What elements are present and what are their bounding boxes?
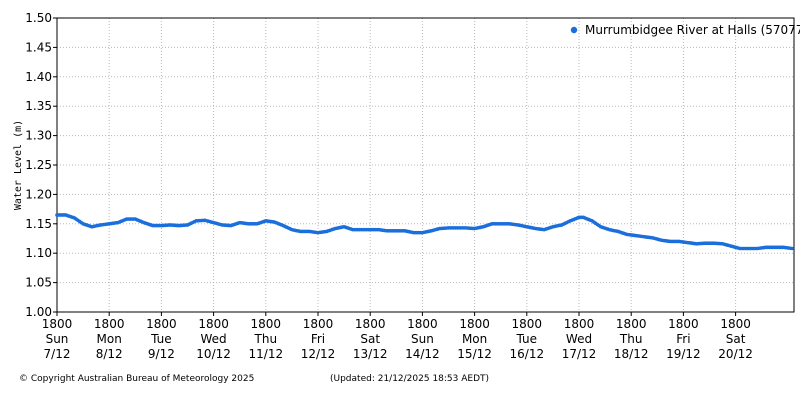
x-axis: 1800Sun7/121800Mon8/121800Tue9/121800Wed… bbox=[42, 312, 753, 361]
x-tick-label: Sat bbox=[360, 332, 380, 346]
y-tick-label: 1.05 bbox=[25, 276, 52, 290]
x-tick-label: Sun bbox=[411, 332, 434, 346]
x-tick-label: Fri bbox=[311, 332, 325, 346]
x-tick-label: 1800 bbox=[251, 317, 282, 331]
x-tick-label: Sat bbox=[726, 332, 746, 346]
y-axis: 1.00 1.05 1.10 1.15 1.20 1.25 1.30 1.35 1.40 1.45… bbox=[25, 11, 57, 319]
x-tick-label: 15/12 bbox=[457, 347, 492, 361]
x-tick-label: 1800 bbox=[720, 317, 751, 331]
legend: Murrumbidgee River at Halls (570777) bbox=[570, 23, 800, 37]
updated-timestamp: (Updated: 21/12/2025 18:53 AEDT) bbox=[330, 374, 490, 384]
x-tick-label: 1800 bbox=[303, 317, 334, 331]
y-tick-label: 1.40 bbox=[25, 70, 52, 84]
x-tick-label: 1800 bbox=[512, 317, 543, 331]
y-tick-label: 1.20 bbox=[25, 187, 52, 201]
x-tick-label: 18/12 bbox=[614, 347, 649, 361]
x-tick-label: 1800 bbox=[459, 317, 490, 331]
x-tick-label: Fri bbox=[676, 332, 690, 346]
grid-lines bbox=[57, 18, 794, 312]
x-tick-label: 1800 bbox=[668, 317, 699, 331]
y-tick-label: 1.10 bbox=[25, 246, 52, 260]
x-tick-label: 19/12 bbox=[666, 347, 701, 361]
y-tick-label: 1.25 bbox=[25, 158, 52, 172]
x-tick-label: 17/12 bbox=[562, 347, 597, 361]
legend-marker bbox=[570, 26, 578, 34]
x-tick-label: Thu bbox=[254, 332, 278, 346]
x-tick-label: Wed bbox=[566, 332, 592, 346]
data-point bbox=[790, 246, 794, 251]
legend-entry: Murrumbidgee River at Halls (570777) bbox=[585, 23, 800, 37]
x-tick-label: 16/12 bbox=[510, 347, 545, 361]
y-axis-title: Water Level (m) bbox=[13, 120, 24, 210]
x-tick-label: Tue bbox=[516, 332, 538, 346]
x-tick-label: 11/12 bbox=[249, 347, 284, 361]
y-tick-label: 1.35 bbox=[25, 99, 52, 113]
x-tick-label: 14/12 bbox=[405, 347, 440, 361]
x-tick-label: 1800 bbox=[146, 317, 177, 331]
x-tick-label: 9/12 bbox=[148, 347, 175, 361]
x-tick-label: 12/12 bbox=[301, 347, 336, 361]
x-tick-label: 1800 bbox=[42, 317, 73, 331]
y-tick-label: 1.15 bbox=[25, 217, 52, 231]
x-tick-label: 10/12 bbox=[196, 347, 231, 361]
x-tick-label: 7/12 bbox=[44, 347, 71, 361]
x-tick-label: Wed bbox=[201, 332, 227, 346]
y-tick-label: 1.50 bbox=[25, 11, 52, 25]
x-tick-label: 1800 bbox=[94, 317, 125, 331]
x-tick-label: 1800 bbox=[616, 317, 647, 331]
x-tick-label: 1800 bbox=[564, 317, 595, 331]
x-tick-label: Sun bbox=[46, 332, 69, 346]
copyright-text: © Copyright Australian Bureau of Meteoro… bbox=[19, 374, 255, 384]
x-tick-label: Mon bbox=[462, 332, 487, 346]
x-tick-label: 1800 bbox=[355, 317, 386, 331]
x-tick-label: 13/12 bbox=[353, 347, 388, 361]
x-tick-label: Tue bbox=[150, 332, 172, 346]
y-tick-label: 1.30 bbox=[25, 129, 52, 143]
x-tick-label: 1800 bbox=[407, 317, 438, 331]
x-tick-label: 20/12 bbox=[718, 347, 753, 361]
y-tick-label: 1.45 bbox=[25, 40, 52, 54]
series-points bbox=[55, 213, 794, 251]
x-tick-label: Thu bbox=[619, 332, 643, 346]
y-tick-label: 1.00 bbox=[25, 305, 52, 319]
x-tick-label: 1800 bbox=[198, 317, 229, 331]
x-tick-label: Mon bbox=[97, 332, 122, 346]
x-tick-label: 8/12 bbox=[96, 347, 123, 361]
